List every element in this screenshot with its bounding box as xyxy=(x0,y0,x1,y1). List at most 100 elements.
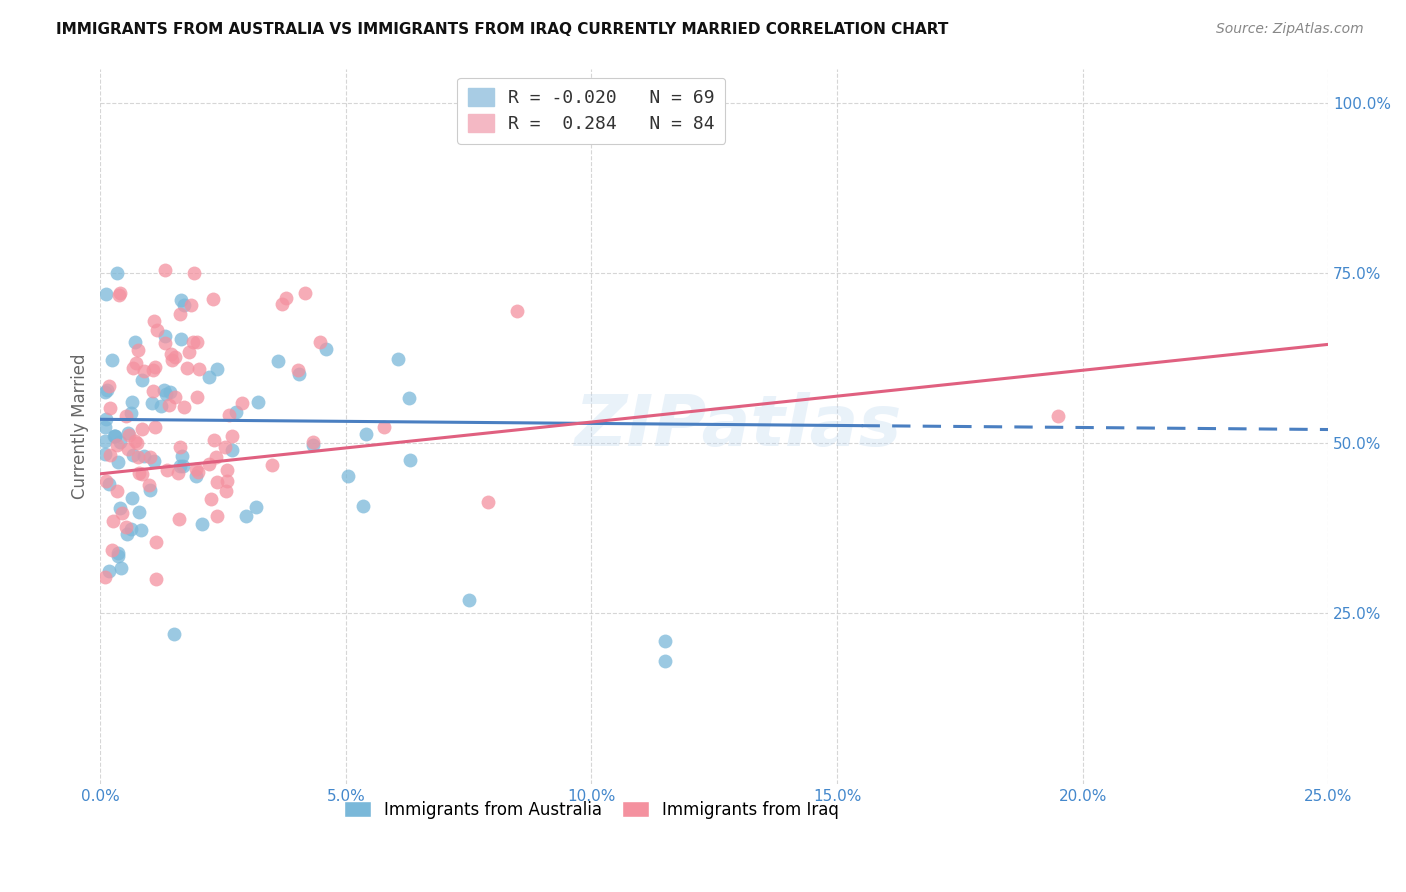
Point xyxy=(143,360,166,375)
Point xyxy=(170,332,193,346)
Point xyxy=(187,465,209,479)
Point xyxy=(128,466,150,480)
Point xyxy=(201,293,224,307)
Point xyxy=(129,523,152,537)
Point xyxy=(162,352,184,367)
Point xyxy=(108,501,131,516)
Point xyxy=(198,457,221,471)
Point xyxy=(128,505,150,519)
Text: ZIPatlas: ZIPatlas xyxy=(575,392,903,460)
Point xyxy=(94,384,117,399)
Point xyxy=(215,474,238,488)
Point xyxy=(145,534,167,549)
Point xyxy=(125,356,148,370)
Point xyxy=(205,362,228,376)
Point xyxy=(145,573,167,587)
Point xyxy=(221,429,243,443)
Point xyxy=(173,297,195,311)
Point xyxy=(373,420,395,434)
Point xyxy=(654,633,676,648)
Point xyxy=(107,546,129,560)
Point xyxy=(159,347,181,361)
Y-axis label: Currently Married: Currently Married xyxy=(72,353,89,499)
Point xyxy=(218,408,240,422)
Point xyxy=(156,462,179,476)
Point xyxy=(114,520,136,534)
Point xyxy=(120,406,142,420)
Point xyxy=(94,570,117,584)
Point xyxy=(356,426,378,441)
Point xyxy=(153,335,176,350)
Point xyxy=(198,370,221,384)
Point xyxy=(138,477,160,491)
Point xyxy=(115,527,138,541)
Point xyxy=(215,483,238,498)
Point xyxy=(301,438,323,452)
Point xyxy=(505,304,527,318)
Point xyxy=(141,396,163,410)
Point xyxy=(153,383,176,397)
Point xyxy=(399,453,422,467)
Point xyxy=(121,395,143,409)
Point xyxy=(96,412,118,426)
Point xyxy=(167,512,190,526)
Point xyxy=(139,450,162,465)
Point xyxy=(176,360,198,375)
Point xyxy=(169,307,191,321)
Point xyxy=(302,434,325,449)
Point xyxy=(104,429,127,443)
Point xyxy=(247,394,270,409)
Point xyxy=(183,266,205,280)
Point xyxy=(221,443,243,458)
Point xyxy=(97,476,120,491)
Point xyxy=(98,448,121,462)
Point xyxy=(124,434,146,449)
Point xyxy=(163,627,186,641)
Point xyxy=(127,450,149,464)
Point xyxy=(169,459,191,474)
Point xyxy=(200,492,222,507)
Point xyxy=(188,361,211,376)
Point xyxy=(186,334,208,349)
Point xyxy=(157,399,180,413)
Point xyxy=(96,383,118,397)
Point xyxy=(387,351,409,366)
Point xyxy=(105,266,128,280)
Point xyxy=(94,447,117,461)
Point xyxy=(163,390,186,404)
Point xyxy=(117,442,139,456)
Point xyxy=(155,387,177,401)
Point xyxy=(352,499,374,513)
Point xyxy=(143,420,166,434)
Point xyxy=(186,390,208,404)
Point xyxy=(1047,409,1070,423)
Point xyxy=(118,427,141,442)
Point xyxy=(163,351,186,365)
Point xyxy=(225,405,247,419)
Point xyxy=(294,286,316,301)
Point xyxy=(205,508,228,523)
Point xyxy=(262,458,284,473)
Point xyxy=(337,468,360,483)
Point xyxy=(103,428,125,442)
Point xyxy=(142,363,165,377)
Point xyxy=(288,367,311,381)
Point xyxy=(105,438,128,452)
Point xyxy=(276,291,298,305)
Text: IMMIGRANTS FROM AUSTRALIA VS IMMIGRANTS FROM IRAQ CURRENTLY MARRIED CORRELATION : IMMIGRANTS FROM AUSTRALIA VS IMMIGRANTS … xyxy=(56,22,949,37)
Point xyxy=(94,420,117,434)
Point xyxy=(173,401,195,415)
Point xyxy=(309,334,332,349)
Point xyxy=(146,323,169,337)
Point xyxy=(124,334,146,349)
Point xyxy=(270,297,292,311)
Point xyxy=(114,409,136,424)
Point xyxy=(186,469,208,483)
Point xyxy=(120,522,142,536)
Point xyxy=(202,434,225,448)
Point xyxy=(107,549,129,564)
Point xyxy=(108,287,131,301)
Point xyxy=(142,384,165,398)
Point xyxy=(122,361,145,376)
Point xyxy=(214,440,236,454)
